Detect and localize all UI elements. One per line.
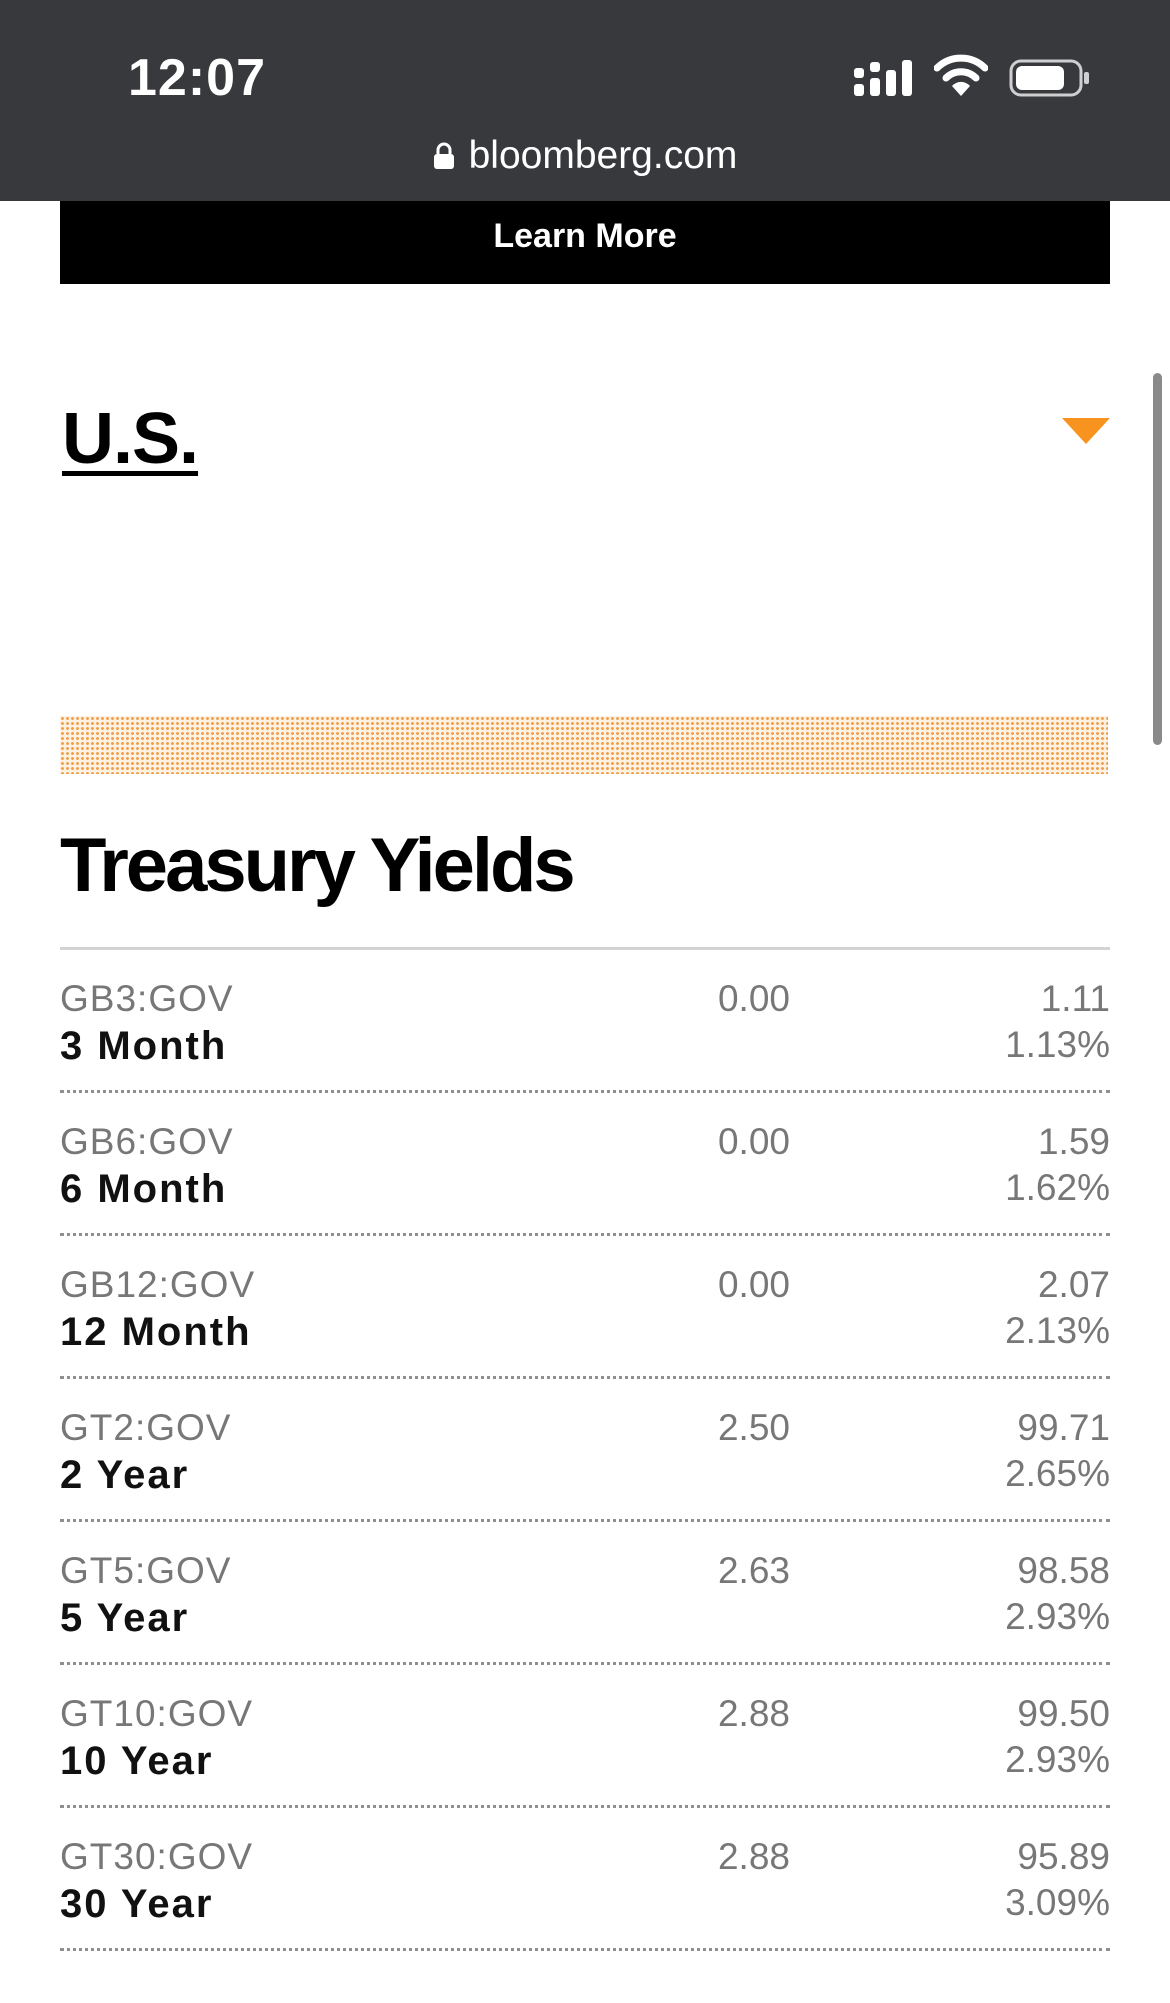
term-label: 5 Year <box>60 1596 190 1640</box>
yield-value: 2.65% <box>1005 1453 1110 1494</box>
table-row[interactable]: GT2:GOV 2 Year 2.50 99.71 2.65% <box>60 1379 1110 1522</box>
wifi-icon <box>934 54 988 96</box>
ticker-label: GT5:GOV <box>60 1550 232 1591</box>
ticker-label: GT10:GOV <box>60 1693 254 1734</box>
chevron-down-icon[interactable] <box>1062 418 1110 444</box>
battery-icon <box>1009 59 1089 97</box>
status-bar: 12:07 bloomberg.com <box>0 0 1170 201</box>
table-row[interactable]: GB6:GOV 6 Month 0.00 1.59 1.62% <box>60 1093 1110 1236</box>
price-value: 99.50 <box>1017 1693 1110 1734</box>
section-title: Treasury Yields <box>60 823 576 908</box>
ticker-label: GB6:GOV <box>60 1121 234 1162</box>
coupon-value: 2.88 <box>717 1836 790 1877</box>
price-value: 2.07 <box>1037 1264 1110 1305</box>
coupon-value: 2.50 <box>717 1407 790 1448</box>
yield-value: 1.62% <box>1005 1167 1110 1208</box>
lock-icon <box>433 142 454 169</box>
table-row[interactable]: GT5:GOV 5 Year 2.63 98.58 2.93% <box>60 1522 1110 1665</box>
price-value: 98.58 <box>1017 1550 1110 1591</box>
ticker-label: GT2:GOV <box>60 1407 232 1448</box>
table-row[interactable]: GB12:GOV 12 Month 0.00 2.07 2.13% <box>60 1236 1110 1379</box>
term-label: 30 Year <box>60 1882 214 1926</box>
clock: 12:07 <box>128 49 266 107</box>
price-value: 99.71 <box>1017 1407 1110 1448</box>
yield-value: 2.93% <box>1005 1739 1110 1780</box>
yield-value: 1.13% <box>1005 1024 1110 1065</box>
url-text: bloomberg.com <box>468 134 738 177</box>
coupon-value: 0.00 <box>717 978 790 1019</box>
signal-icon <box>854 60 912 96</box>
treasury-yields-table: GB3:GOV 3 Month 0.00 1.11 1.13% GB6:GOV … <box>60 947 1110 1951</box>
coupon-value: 2.88 <box>717 1693 790 1734</box>
ticker-label: GB3:GOV <box>60 978 234 1019</box>
table-row[interactable]: GT30:GOV 30 Year 2.88 95.89 3.09% <box>60 1808 1110 1951</box>
term-label: 12 Month <box>60 1310 252 1354</box>
table-row[interactable]: GB3:GOV 3 Month 0.00 1.11 1.13% <box>60 950 1110 1093</box>
price-value: 95.89 <box>1017 1836 1110 1877</box>
term-label: 3 Month <box>60 1024 228 1068</box>
coupon-value: 0.00 <box>717 1264 790 1305</box>
coupon-value: 2.63 <box>717 1550 790 1591</box>
ticker-label: GT30:GOV <box>60 1836 254 1877</box>
term-label: 10 Year <box>60 1739 214 1783</box>
term-label: 6 Month <box>60 1167 228 1211</box>
learn-more-button[interactable]: Learn More <box>60 201 1110 284</box>
scrollbar-thumb[interactable] <box>1153 373 1162 745</box>
decorative-divider-band <box>60 716 1108 774</box>
table-row[interactable]: GT10:GOV 10 Year 2.88 99.50 2.93% <box>60 1665 1110 1808</box>
region-title[interactable]: U.S. <box>62 399 199 479</box>
price-value: 1.59 <box>1037 1121 1110 1162</box>
yield-value: 3.09% <box>1005 1882 1110 1923</box>
ticker-label: GB12:GOV <box>60 1264 256 1305</box>
yield-value: 2.13% <box>1005 1310 1110 1351</box>
term-label: 2 Year <box>60 1453 190 1497</box>
address-bar[interactable]: bloomberg.com <box>0 134 1170 178</box>
coupon-value: 0.00 <box>717 1121 790 1162</box>
price-value: 1.11 <box>1040 978 1110 1019</box>
yield-value: 2.93% <box>1005 1596 1110 1637</box>
